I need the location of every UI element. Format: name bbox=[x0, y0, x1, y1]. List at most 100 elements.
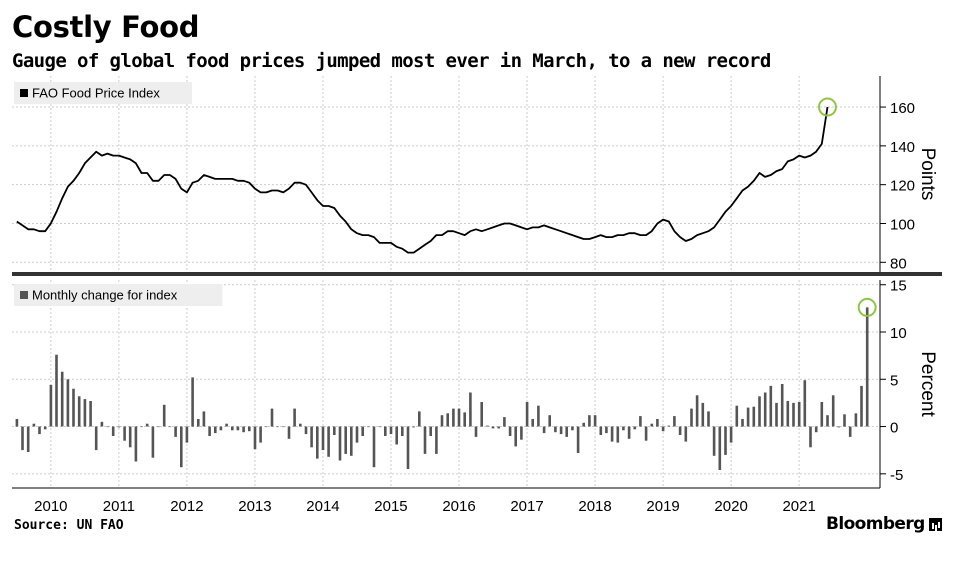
change-bar bbox=[797, 402, 801, 427]
change-bar bbox=[480, 402, 483, 427]
change-bar bbox=[508, 426, 512, 436]
y-tick-label: -5 bbox=[890, 467, 903, 484]
change-bar bbox=[327, 426, 330, 457]
chart-subtitle: Gauge of global food prices jumped most … bbox=[12, 50, 771, 72]
change-bar bbox=[758, 396, 761, 427]
change-bar bbox=[157, 426, 160, 428]
change-bar bbox=[860, 385, 863, 427]
change-bar bbox=[537, 405, 540, 427]
change-bar bbox=[293, 408, 296, 427]
change-bar bbox=[310, 426, 313, 448]
y-tick-label: 140 bbox=[890, 139, 915, 156]
change-bar bbox=[316, 426, 319, 459]
change-bar bbox=[582, 422, 585, 427]
change-bar bbox=[219, 426, 223, 431]
change-bar bbox=[248, 426, 251, 432]
change-bar bbox=[474, 426, 478, 437]
change-bar bbox=[151, 426, 155, 458]
change-bar bbox=[378, 426, 381, 428]
change-bar bbox=[384, 426, 387, 436]
change-bar bbox=[287, 426, 291, 439]
legend-label: FAO Food Price Index bbox=[32, 86, 160, 101]
y-tick-label: 80 bbox=[890, 255, 907, 272]
change-bar bbox=[559, 426, 563, 435]
change-bar bbox=[622, 426, 625, 431]
change-bar bbox=[32, 423, 36, 427]
legend-swatch bbox=[20, 89, 28, 97]
change-bar bbox=[123, 426, 126, 441]
highlight-circle bbox=[817, 97, 837, 117]
change-bar bbox=[299, 423, 302, 427]
change-bar bbox=[571, 426, 574, 431]
legend-label: Monthly change for index bbox=[32, 288, 178, 303]
y-tick-label: 5 bbox=[890, 372, 898, 389]
change-bar bbox=[174, 426, 177, 437]
change-bar bbox=[72, 388, 75, 427]
panel-divider bbox=[12, 272, 942, 276]
change-bar bbox=[593, 415, 597, 427]
change-bar bbox=[214, 426, 217, 434]
change-bar bbox=[242, 426, 245, 433]
change-bar bbox=[128, 426, 132, 448]
change-bar bbox=[514, 426, 517, 447]
brand-logo: Bloomberg bbox=[826, 514, 942, 534]
change-bar bbox=[367, 426, 370, 428]
change-bar bbox=[610, 426, 614, 442]
change-bar bbox=[746, 407, 750, 427]
change-bar bbox=[440, 415, 444, 427]
change-bar bbox=[344, 426, 347, 454]
change-bar bbox=[253, 426, 257, 450]
change-bar bbox=[667, 425, 671, 427]
change-bar bbox=[503, 417, 506, 427]
change-bar bbox=[100, 421, 104, 427]
change-bar bbox=[599, 426, 603, 435]
change-bar bbox=[49, 384, 53, 427]
change-bar bbox=[735, 405, 739, 427]
change-bar bbox=[809, 426, 812, 448]
change-bar bbox=[55, 354, 58, 427]
x-tick-label: 2019 bbox=[646, 498, 679, 515]
change-bar bbox=[724, 426, 727, 455]
change-bar bbox=[423, 426, 427, 454]
change-bar bbox=[270, 408, 274, 427]
x-tick-label: 2015 bbox=[374, 498, 407, 515]
change-bar bbox=[548, 415, 551, 427]
change-bar bbox=[202, 411, 206, 427]
x-tick-label: 2017 bbox=[510, 498, 543, 515]
change-bar bbox=[684, 426, 688, 442]
change-bar bbox=[486, 425, 489, 427]
change-bar bbox=[741, 419, 744, 427]
change-bar bbox=[66, 379, 70, 427]
change-bar bbox=[848, 426, 852, 437]
change-bar bbox=[191, 377, 194, 427]
change-bar bbox=[338, 426, 342, 461]
change-bar bbox=[412, 426, 415, 428]
y-axis-title: Points bbox=[917, 148, 938, 201]
change-bar bbox=[616, 426, 620, 443]
change-bar bbox=[729, 426, 733, 443]
legend-box bbox=[14, 284, 223, 306]
change-bar bbox=[661, 426, 665, 432]
change-bar bbox=[542, 426, 546, 434]
change-bar bbox=[837, 426, 841, 428]
legend-swatch bbox=[20, 291, 28, 299]
change-bar bbox=[162, 404, 166, 427]
y-tick-label: 120 bbox=[890, 178, 915, 195]
change-bar bbox=[83, 399, 87, 427]
x-tick-label: 2020 bbox=[714, 498, 747, 515]
change-bar bbox=[605, 426, 608, 434]
change-bar bbox=[168, 426, 172, 428]
change-bar bbox=[639, 416, 642, 427]
change-bar bbox=[469, 392, 472, 427]
change-bar bbox=[644, 426, 648, 441]
change-bar bbox=[457, 408, 461, 427]
change-bar bbox=[106, 426, 109, 428]
change-bar bbox=[321, 426, 325, 451]
change-bar bbox=[265, 426, 268, 428]
change-bar bbox=[633, 426, 637, 430]
change-bar bbox=[389, 426, 393, 435]
change-bar bbox=[361, 426, 364, 436]
change-bar bbox=[21, 426, 24, 451]
change-bar bbox=[89, 401, 92, 427]
